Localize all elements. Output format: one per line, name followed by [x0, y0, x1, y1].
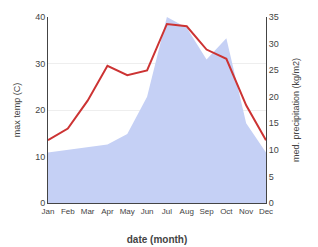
svg-text:10: 10: [35, 152, 45, 162]
svg-text:Jan: Jan: [42, 207, 55, 216]
svg-text:15: 15: [269, 118, 279, 128]
svg-text:Dec: Dec: [259, 207, 273, 216]
svg-text:0: 0: [40, 198, 45, 208]
svg-text:med. precipitation (kg/m2): med. precipitation (kg/m2): [291, 58, 301, 162]
svg-text:Apr: Apr: [101, 207, 114, 216]
svg-text:0: 0: [269, 198, 274, 208]
svg-text:Feb: Feb: [61, 207, 75, 216]
svg-text:Aug: Aug: [180, 207, 194, 216]
svg-text:date (month): date (month): [127, 234, 188, 245]
svg-text:40: 40: [35, 12, 45, 22]
svg-text:Sep: Sep: [199, 207, 214, 216]
svg-text:Nov: Nov: [239, 207, 253, 216]
svg-text:20: 20: [269, 92, 279, 102]
svg-text:20: 20: [35, 105, 45, 115]
svg-text:30: 30: [35, 59, 45, 69]
svg-text:Jul: Jul: [162, 207, 172, 216]
svg-text:May: May: [120, 207, 135, 216]
svg-text:25: 25: [269, 65, 279, 75]
svg-text:5: 5: [269, 172, 274, 182]
svg-text:10: 10: [269, 145, 279, 155]
svg-text:35: 35: [269, 12, 279, 22]
svg-text:Oct: Oct: [220, 207, 233, 216]
svg-text:Mar: Mar: [81, 207, 95, 216]
svg-text:30: 30: [269, 39, 279, 49]
svg-text:max temp (C): max temp (C): [12, 83, 22, 138]
svg-text:Jun: Jun: [141, 207, 154, 216]
